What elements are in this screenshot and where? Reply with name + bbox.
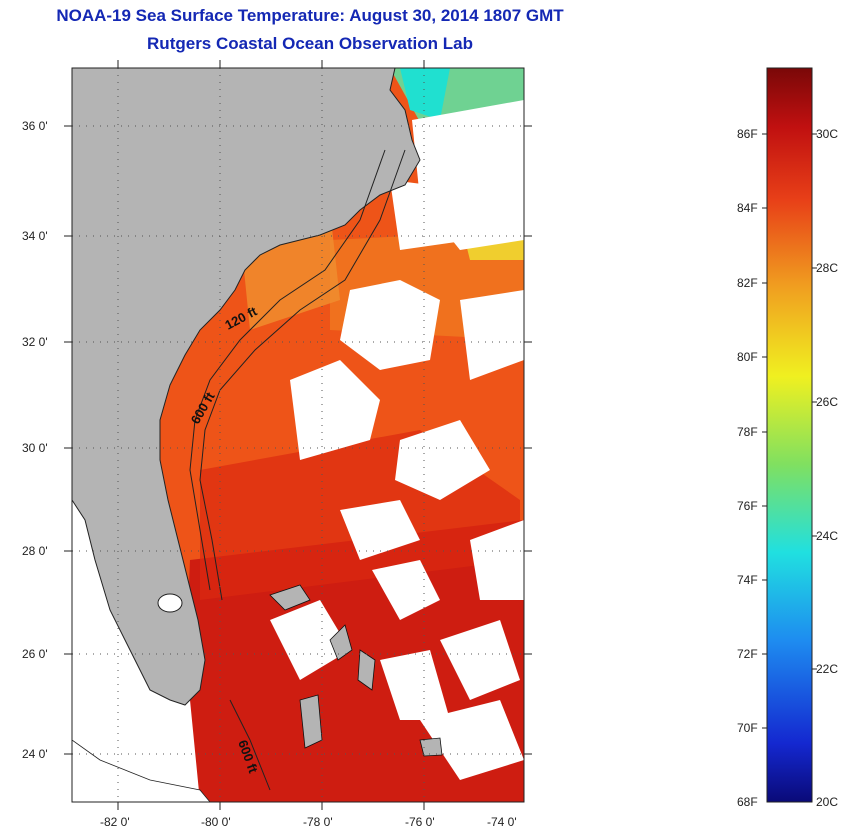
- lat-label-32: 32 0': [22, 335, 48, 349]
- colorbar-f-84: 84F: [737, 201, 758, 215]
- lat-label-34: 34 0': [22, 229, 48, 243]
- colorbar-ticks: [762, 133, 817, 729]
- colorbar-f-74: 74F: [737, 573, 758, 587]
- map-frame: [71, 67, 525, 803]
- colorbar-f-78: 78F: [737, 425, 758, 439]
- colorbar-f-68: 68F: [737, 795, 758, 809]
- colorbar-f-80: 80F: [737, 350, 758, 364]
- lon-label-78: -78 0': [303, 815, 333, 829]
- colorbar-f-82: 82F: [737, 276, 758, 290]
- lon-label-74: -74 0': [487, 815, 517, 829]
- lat-label-26: 26 0': [22, 647, 48, 661]
- lat-label-36: 36 0': [22, 119, 48, 133]
- lat-label-28: 28 0': [22, 544, 48, 558]
- map-subtitle: Rutgers Coastal Ocean Observation Lab: [147, 34, 473, 53]
- lat-label-30: 30 0': [22, 441, 48, 455]
- colorbar-c-26: 26C: [816, 395, 838, 409]
- colorbar-f-76: 76F: [737, 499, 758, 513]
- colorbar-c-22: 22C: [816, 662, 838, 676]
- sst-map: 120 ft 600 ft 600 ft: [72, 68, 524, 802]
- colorbar-c-30: 30C: [816, 127, 838, 141]
- colorbar-c-24: 24C: [816, 529, 838, 543]
- colorbar-f-72: 72F: [737, 647, 758, 661]
- colorbar-f-70: 70F: [737, 721, 758, 735]
- land-mass: [72, 68, 421, 706]
- colorbar-f-86: 86F: [737, 127, 758, 141]
- lon-label-76: -76 0': [405, 815, 435, 829]
- lon-label-82: -82 0': [100, 815, 130, 829]
- colorbar-c-28: 28C: [816, 261, 838, 275]
- map-title: NOAA-19 Sea Surface Temperature: August …: [56, 6, 564, 25]
- colorbar-c-20: 20C: [816, 795, 838, 809]
- lon-label-80: -80 0': [201, 815, 231, 829]
- temperature-colorbar: [766, 67, 813, 803]
- axis-ticks: [64, 60, 532, 810]
- lat-label-24: 24 0': [22, 747, 48, 761]
